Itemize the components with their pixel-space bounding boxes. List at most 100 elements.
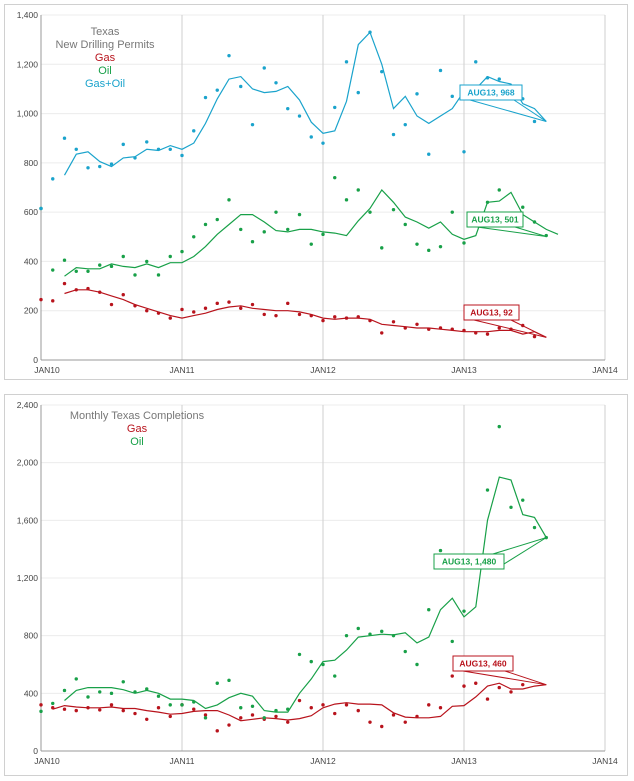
oil-point bbox=[368, 210, 372, 214]
oil-point bbox=[427, 248, 431, 253]
gas-point bbox=[62, 281, 67, 286]
gas-point bbox=[227, 300, 231, 304]
oil-point bbox=[462, 241, 466, 245]
legend-entry: Gas+Oil bbox=[85, 78, 125, 90]
gas-point bbox=[121, 292, 125, 297]
gas-point bbox=[450, 674, 454, 678]
gas-point bbox=[485, 332, 490, 336]
annotation-leader bbox=[469, 99, 547, 122]
y-tick-label: 0 bbox=[33, 355, 38, 365]
gas-oil-point bbox=[98, 164, 102, 169]
oil-point bbox=[180, 249, 184, 254]
gas-point bbox=[509, 690, 513, 694]
oil-point bbox=[485, 488, 490, 492]
gas-point bbox=[391, 320, 396, 324]
gas-oil-point bbox=[286, 106, 290, 111]
oil-point bbox=[297, 212, 302, 217]
oil-point bbox=[450, 210, 454, 214]
gas-point bbox=[274, 313, 278, 318]
gas-point bbox=[474, 681, 478, 685]
y-tick-label: 1,200 bbox=[17, 573, 39, 583]
gas-point bbox=[145, 309, 149, 313]
gas-point bbox=[262, 312, 266, 317]
oil-point bbox=[321, 232, 325, 237]
gas-oil-point bbox=[239, 84, 243, 89]
annotation-box bbox=[433, 553, 505, 570]
oil-point bbox=[86, 695, 90, 699]
x-tick-label: JAN13 bbox=[451, 756, 477, 766]
gas-point bbox=[321, 703, 325, 707]
oil-point bbox=[380, 246, 384, 250]
gas-point bbox=[109, 703, 114, 707]
annotation-box bbox=[466, 211, 524, 228]
gas-oil-point bbox=[391, 132, 396, 137]
completions-chart-panel: 0 400 800 1,200 1,600 2,000 2,400 JAN10 JAN11 JAN… bbox=[4, 394, 628, 776]
y-tick-label: 1,000 bbox=[17, 109, 39, 119]
oil-trend-line bbox=[64, 189, 559, 277]
gas-point bbox=[98, 708, 102, 712]
gas-point bbox=[380, 724, 384, 729]
gas-oil-point bbox=[145, 140, 149, 144]
legend-title: New Drilling Permits bbox=[55, 39, 155, 51]
gas-point bbox=[474, 331, 478, 335]
annotation-box bbox=[452, 655, 514, 672]
annotation-leader bbox=[514, 226, 547, 238]
oil-point bbox=[262, 230, 266, 234]
gas-oil-point bbox=[250, 122, 255, 127]
y-tick-label: 400 bbox=[24, 256, 38, 266]
oil-point bbox=[356, 188, 360, 192]
oil-point bbox=[415, 662, 419, 667]
gas-point bbox=[403, 720, 407, 724]
gas-point bbox=[74, 288, 78, 292]
oil-point bbox=[227, 198, 231, 202]
oil-point bbox=[286, 227, 290, 232]
gas-point bbox=[168, 714, 172, 719]
annotation-leader bbox=[513, 99, 547, 122]
oil-point bbox=[98, 263, 102, 267]
gas-oil-point bbox=[485, 76, 490, 80]
gas-oil-point bbox=[415, 92, 419, 96]
gas-point bbox=[521, 682, 525, 687]
gas-point bbox=[86, 286, 90, 291]
gas-oil-point bbox=[380, 69, 384, 74]
gas-oil-point bbox=[227, 53, 231, 58]
permits-chart: 0 200 400 600 800 1,000 1,200 1,400 JAN10 JAN11 JA… bbox=[17, 10, 618, 375]
gas-oil-point bbox=[121, 142, 125, 147]
oil-point bbox=[74, 677, 78, 681]
oil-point bbox=[438, 244, 443, 249]
oil-point bbox=[532, 525, 537, 530]
gas-point bbox=[51, 706, 55, 710]
oil-point bbox=[521, 205, 525, 209]
gas-point bbox=[98, 290, 102, 294]
x-tick-label: JAN11 bbox=[170, 756, 195, 766]
gas-point bbox=[497, 326, 501, 330]
oil-point bbox=[74, 269, 78, 273]
gas-oil-point bbox=[215, 88, 219, 92]
oil-point bbox=[192, 700, 196, 704]
gas-point bbox=[39, 297, 43, 302]
gas-point bbox=[180, 307, 184, 312]
oil-point bbox=[192, 235, 196, 239]
gas-point bbox=[297, 698, 302, 703]
gas-point bbox=[333, 315, 337, 319]
oil-point bbox=[450, 639, 454, 644]
gas-point bbox=[532, 334, 537, 339]
gas-oil-point bbox=[333, 105, 337, 110]
gas-point bbox=[286, 720, 290, 724]
gas-point bbox=[239, 306, 243, 310]
gas-point bbox=[250, 302, 255, 307]
oil-point bbox=[121, 680, 125, 684]
legend-entry: Oil bbox=[130, 436, 143, 448]
legend-entry: Gas bbox=[127, 423, 148, 435]
y-tick-label: 200 bbox=[24, 306, 38, 316]
gas-point bbox=[203, 713, 208, 717]
gas-point bbox=[62, 707, 67, 711]
oil-point bbox=[250, 240, 255, 244]
oil-point bbox=[309, 659, 313, 664]
x-tick-label: JAN10 bbox=[34, 756, 60, 766]
oil-point bbox=[297, 652, 302, 657]
oil-point bbox=[109, 691, 114, 696]
gas-point bbox=[356, 315, 360, 319]
oil-point bbox=[168, 703, 172, 707]
oil-point bbox=[497, 188, 501, 192]
